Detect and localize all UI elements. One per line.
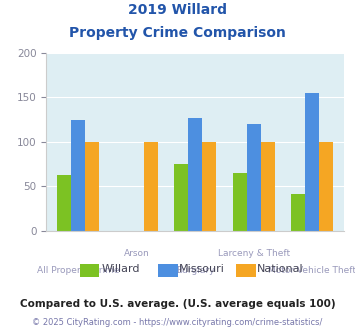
Text: National: National xyxy=(257,264,304,274)
Bar xyxy=(202,142,216,231)
Bar xyxy=(261,142,275,231)
Bar xyxy=(85,142,99,231)
Bar xyxy=(247,124,261,231)
Bar xyxy=(305,93,319,231)
Bar xyxy=(144,142,158,231)
Text: Burglary: Burglary xyxy=(176,266,214,275)
Text: Missouri: Missouri xyxy=(179,264,225,274)
Text: Willard: Willard xyxy=(101,264,140,274)
Bar xyxy=(319,142,333,231)
Text: Motor Vehicle Theft: Motor Vehicle Theft xyxy=(268,266,355,275)
Text: 2019 Willard: 2019 Willard xyxy=(128,3,227,17)
Text: Larceny & Theft: Larceny & Theft xyxy=(218,249,290,258)
Text: Property Crime Comparison: Property Crime Comparison xyxy=(69,26,286,40)
Bar xyxy=(174,164,188,231)
Bar xyxy=(233,173,247,231)
Text: © 2025 CityRating.com - https://www.cityrating.com/crime-statistics/: © 2025 CityRating.com - https://www.city… xyxy=(32,318,323,327)
Bar xyxy=(71,119,85,231)
Bar xyxy=(291,194,305,231)
Bar xyxy=(57,175,71,231)
Text: Arson: Arson xyxy=(124,249,150,258)
Text: All Property Crime: All Property Crime xyxy=(37,266,120,275)
Text: Compared to U.S. average. (U.S. average equals 100): Compared to U.S. average. (U.S. average … xyxy=(20,299,335,309)
Bar xyxy=(188,118,202,231)
